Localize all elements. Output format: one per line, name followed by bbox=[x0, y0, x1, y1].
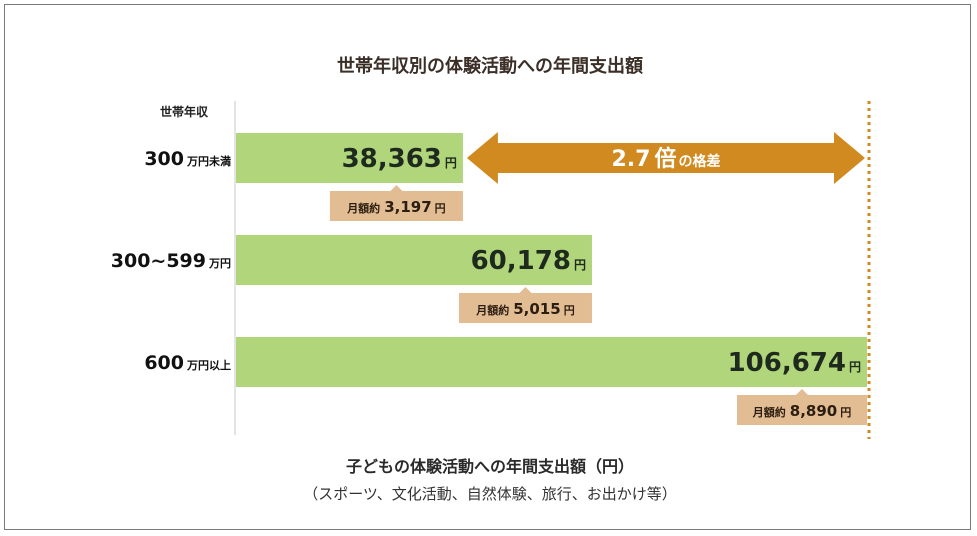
bar bbox=[236, 337, 867, 387]
y-axis-title: 世帯年収 bbox=[160, 104, 209, 119]
category-label-unit: 万円未満 bbox=[186, 154, 231, 168]
monthly-callout-pointer bbox=[390, 185, 403, 191]
category-label: 300~599 万円 bbox=[111, 250, 231, 272]
monthly-label-prefix: 月額約 bbox=[752, 405, 786, 419]
double-arrow-shape bbox=[466, 132, 865, 184]
value-label-unit: 円 bbox=[445, 156, 457, 170]
value-label-number: 106,674 bbox=[728, 348, 846, 378]
category-label-number: 600 bbox=[144, 352, 184, 374]
value-label: 106,674 円 bbox=[728, 348, 861, 378]
category-label: 300 万円未満 bbox=[144, 148, 231, 170]
value-label-number: 38,363 bbox=[342, 144, 442, 174]
gap-ratio-unit: 倍 bbox=[654, 146, 676, 172]
x-axis-note: （スポーツ、文化活動、自然体験、旅行、お出かけ等） bbox=[303, 485, 677, 503]
monthly-label-unit: 円 bbox=[435, 202, 446, 215]
chart-frame: 世帯年収別の体験活動への年間支出額 世帯年収 300 万円未満 38,363 円月額約… bbox=[4, 4, 971, 530]
monthly-callout-pointer bbox=[796, 389, 808, 395]
monthly-label-prefix: 月額約 bbox=[346, 201, 380, 215]
category-label-number: 300~599 bbox=[111, 250, 206, 272]
monthly-label-prefix: 月額約 bbox=[475, 303, 509, 317]
gap-text: の格差 bbox=[678, 153, 720, 170]
category-label-unit: 万円以上 bbox=[186, 358, 231, 372]
monthly-label-unit: 円 bbox=[564, 304, 575, 317]
monthly-label: 月額約 5,015 円 bbox=[475, 300, 574, 318]
monthly-label-number: 5,015 bbox=[513, 300, 560, 318]
value-label-unit: 円 bbox=[849, 360, 861, 374]
bar bbox=[236, 133, 463, 183]
monthly-label: 月額約 3,197 円 bbox=[346, 198, 445, 216]
chart-title: 世帯年収別の体験活動への年間支出額 bbox=[337, 55, 643, 77]
value-label-unit: 円 bbox=[574, 258, 586, 272]
value-label-number: 60,178 bbox=[471, 246, 571, 276]
x-axis-title: 子どもの体験活動への年間支出額（円） bbox=[346, 457, 634, 476]
category-label-unit: 万円 bbox=[208, 257, 231, 270]
monthly-callout-pointer bbox=[519, 287, 532, 293]
value-label: 60,178 円 bbox=[471, 246, 586, 276]
monthly-label: 月額約 8,890 円 bbox=[752, 402, 851, 420]
monthly-callout-box bbox=[458, 293, 592, 323]
monthly-label-number: 8,890 bbox=[790, 402, 837, 420]
bar bbox=[236, 235, 592, 285]
monthly-callout-box bbox=[329, 191, 463, 221]
monthly-label-unit: 円 bbox=[840, 406, 851, 419]
category-label-number: 300 bbox=[144, 148, 184, 170]
gap-annotation: 2.7 倍の格差 bbox=[466, 132, 865, 184]
gap-ratio: 2.7 bbox=[611, 147, 650, 172]
monthly-callout-box bbox=[737, 395, 867, 425]
category-label: 600 万円以上 bbox=[144, 352, 231, 374]
value-label: 38,363 円 bbox=[342, 144, 457, 174]
bar-chart: 世帯年収別の体験活動への年間支出額 世帯年収 300 万円未満 38,363 円月額約… bbox=[111, 55, 871, 503]
gap-annotation-label: 2.7 倍の格差 bbox=[611, 146, 720, 172]
monthly-label-number: 3,197 bbox=[384, 198, 431, 216]
